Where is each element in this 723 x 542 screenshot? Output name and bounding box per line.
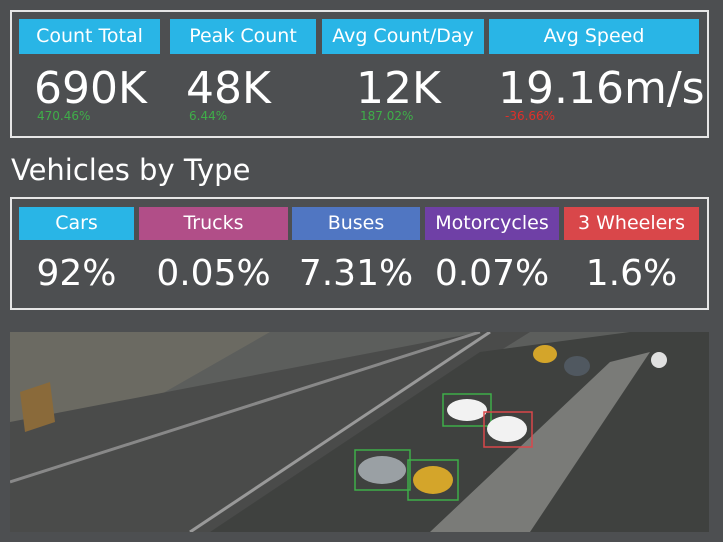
metric-value: 19.16m/s	[498, 63, 705, 114]
type-value: 92%	[36, 253, 117, 294]
type-value: 1.6%	[585, 253, 678, 294]
metric-change: 187.02%	[360, 109, 414, 123]
metric-change: 6.44%	[189, 109, 228, 123]
metric-label: Count Total	[19, 19, 160, 54]
type-value: 0.07%	[434, 253, 550, 294]
metric-label: Peak Count	[170, 19, 316, 54]
type-value: 7.31%	[298, 253, 414, 294]
metric-change: -36.66%	[505, 109, 556, 123]
type-label: Cars	[19, 207, 134, 240]
metric-label: Avg Speed	[489, 19, 699, 54]
metric-value: 690K	[34, 63, 147, 114]
type-value: 0.05%	[156, 253, 271, 294]
metrics-panel	[10, 10, 709, 138]
types-panel	[10, 197, 709, 310]
metric-change: 470.46%	[37, 109, 91, 123]
metric-value: 48K	[186, 63, 271, 114]
section-title: Vehicles by Type	[11, 153, 251, 187]
type-label: Buses	[292, 207, 420, 240]
camera-feed	[10, 332, 709, 532]
type-label: 3 Wheelers	[564, 207, 699, 240]
type-label: Motorcycles	[425, 207, 559, 240]
type-label: Trucks	[139, 207, 288, 240]
metric-value: 12K	[356, 63, 441, 114]
metric-label: Avg Count/Day	[322, 19, 484, 54]
